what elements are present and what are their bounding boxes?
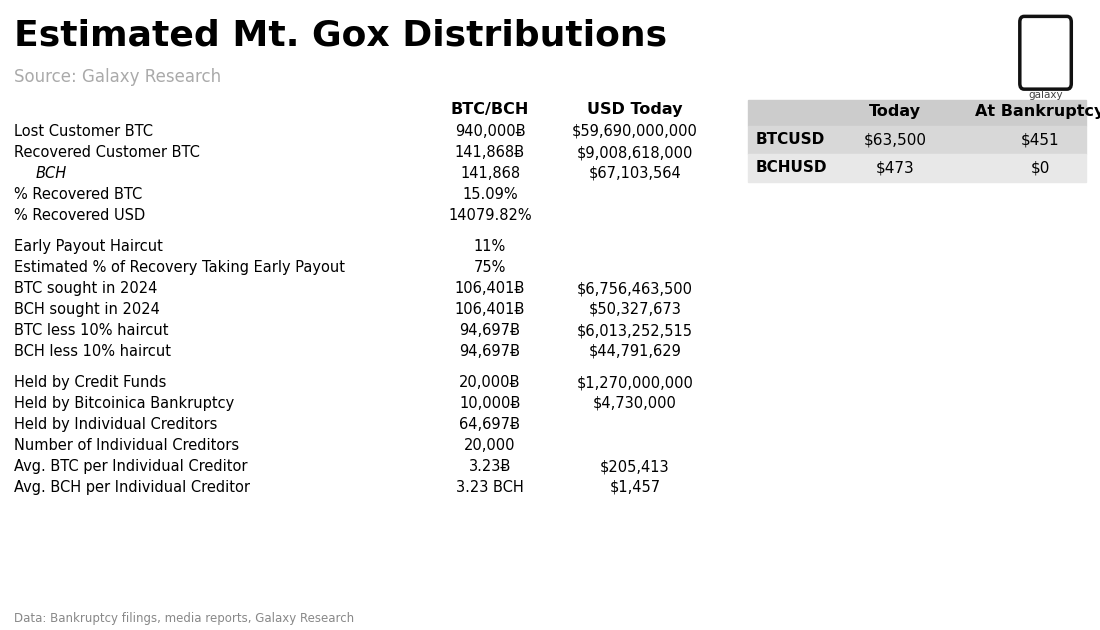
Text: At Bankruptcy: At Bankruptcy [976,104,1100,119]
Text: 3.23 BCH: 3.23 BCH [456,480,524,495]
Text: $50,327,673: $50,327,673 [588,302,681,317]
Text: Today: Today [869,104,921,119]
Text: Source: Galaxy Research: Source: Galaxy Research [14,68,221,86]
Text: $44,791,629: $44,791,629 [588,344,681,359]
Text: 3.23Ƀ: 3.23Ƀ [469,459,512,474]
Text: % Recovered BTC: % Recovered BTC [14,187,142,202]
Bar [748,100,1086,126]
Text: $6,013,252,515: $6,013,252,515 [578,323,693,338]
Text: 11%: 11% [474,239,506,254]
Text: 94,697Ƀ: 94,697Ƀ [460,323,520,338]
Text: 75%: 75% [474,260,506,275]
Text: $4,730,000: $4,730,000 [593,396,676,411]
Text: 20,000: 20,000 [464,438,516,453]
Text: 10,000Ƀ: 10,000Ƀ [460,396,520,411]
Text: $9,008,618,000: $9,008,618,000 [576,145,693,160]
Text: USD Today: USD Today [587,102,683,117]
Text: Recovered Customer BTC: Recovered Customer BTC [14,145,200,160]
Text: BTCUSD: BTCUSD [756,132,825,147]
Text: 64,697Ƀ: 64,697Ƀ [460,417,520,432]
Text: BTC less 10% haircut: BTC less 10% haircut [14,323,168,338]
Text: Number of Individual Creditors: Number of Individual Creditors [14,438,239,453]
Text: Held by Bitcoinica Bankruptcy: Held by Bitcoinica Bankruptcy [14,396,234,411]
Bar [748,126,1086,154]
Text: BTC sought in 2024: BTC sought in 2024 [14,281,157,296]
Text: $1,270,000,000: $1,270,000,000 [576,375,693,390]
Text: Estimated % of Recovery Taking Early Payout: Estimated % of Recovery Taking Early Pay… [14,260,345,275]
Text: 106,401Ƀ: 106,401Ƀ [454,302,525,317]
Text: 141,868: 141,868 [460,166,520,181]
Text: BTC/BCH: BTC/BCH [451,102,529,117]
Text: Estimated Mt. Gox Distributions: Estimated Mt. Gox Distributions [14,18,667,52]
Text: $0: $0 [1031,161,1049,176]
Text: $1,457: $1,457 [609,480,661,495]
Text: 106,401Ƀ: 106,401Ƀ [454,281,525,296]
Text: $59,690,000,000: $59,690,000,000 [572,124,697,139]
Text: 94,697Ƀ: 94,697Ƀ [460,344,520,359]
Text: Avg. BCH per Individual Creditor: Avg. BCH per Individual Creditor [14,480,250,495]
Text: BCH: BCH [36,166,67,181]
Text: % Recovered USD: % Recovered USD [14,208,145,223]
Text: 14079.82%: 14079.82% [448,208,531,223]
Text: BCHUSD: BCHUSD [756,161,827,176]
Text: Held by Credit Funds: Held by Credit Funds [14,375,166,390]
Text: $67,103,564: $67,103,564 [588,166,681,181]
Text: $205,413: $205,413 [601,459,670,474]
Text: Avg. BTC per Individual Creditor: Avg. BTC per Individual Creditor [14,459,248,474]
Text: $63,500: $63,500 [864,132,926,147]
Text: Lost Customer BTC: Lost Customer BTC [14,124,153,139]
Text: 940,000Ƀ: 940,000Ƀ [454,124,526,139]
Text: $6,756,463,500: $6,756,463,500 [578,281,693,296]
Text: Data: Bankruptcy filings, media reports, Galaxy Research: Data: Bankruptcy filings, media reports,… [14,612,354,625]
Text: 141,868Ƀ: 141,868Ƀ [455,145,525,160]
Text: $473: $473 [876,161,914,176]
Text: BCH less 10% haircut: BCH less 10% haircut [14,344,170,359]
Text: $451: $451 [1021,132,1059,147]
Text: 15.09%: 15.09% [462,187,518,202]
Text: Early Payout Haircut: Early Payout Haircut [14,239,163,254]
Text: Held by Individual Creditors: Held by Individual Creditors [14,417,218,432]
Bar [748,154,1086,182]
Text: BCH sought in 2024: BCH sought in 2024 [14,302,160,317]
Text: galaxy: galaxy [1028,89,1063,100]
Text: 20,000Ƀ: 20,000Ƀ [460,375,520,390]
